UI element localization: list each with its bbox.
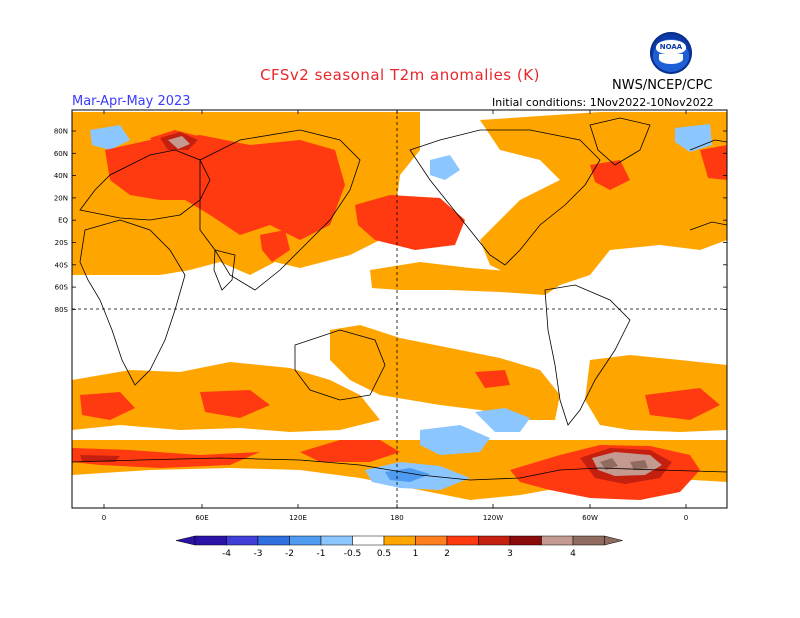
lat-label: 80S bbox=[55, 306, 69, 314]
anomaly-antarctic-white bbox=[72, 468, 727, 508]
lat-label: 20S bbox=[55, 239, 69, 247]
lat-label: 60N bbox=[54, 150, 68, 158]
coast-australia bbox=[294, 329, 386, 401]
anomaly-weddell-brown bbox=[600, 458, 618, 470]
anomaly-pacific-blue bbox=[475, 408, 530, 432]
anomaly-e-asia-red bbox=[260, 230, 290, 262]
coast-greenland bbox=[589, 117, 651, 166]
colorbar-label: -4 bbox=[222, 549, 231, 559]
colorbar-swatch bbox=[572, 535, 605, 546]
colorbar-swatch bbox=[541, 535, 574, 546]
colorbar-swatch bbox=[383, 535, 416, 546]
lon-label: 120E bbox=[289, 514, 307, 522]
noaa-logo-wing bbox=[656, 40, 686, 54]
colorbar-label: 3 bbox=[507, 549, 513, 559]
colorbar-swatch bbox=[478, 535, 511, 546]
lon-label: 180 bbox=[390, 514, 403, 522]
lat-label: 20N bbox=[54, 194, 68, 202]
colorbar-label: -2 bbox=[285, 549, 294, 559]
anomaly-antarctic-darkred bbox=[80, 455, 120, 462]
colorbar-swatch bbox=[352, 535, 385, 546]
lon-label: 0 bbox=[102, 514, 106, 522]
colorbar-swatch bbox=[415, 535, 448, 546]
coast-africa-right bbox=[689, 221, 727, 231]
colorbar-swatch bbox=[226, 535, 259, 546]
anomaly-s-pacific-red bbox=[475, 370, 510, 388]
colorbar-label: -1 bbox=[317, 549, 326, 559]
anomaly-siberia-red bbox=[105, 135, 345, 240]
coast-s-america bbox=[544, 284, 631, 426]
lat-label: 60S bbox=[55, 284, 69, 292]
anomaly-greenland-blue bbox=[90, 125, 130, 150]
agency-label: NWS/NCEP/CPC bbox=[612, 78, 713, 93]
lat-label: 80N bbox=[54, 128, 68, 136]
lat-label: 40S bbox=[55, 261, 69, 269]
anomaly-ross-sea-darkblue bbox=[385, 468, 430, 482]
colorbar-swatch bbox=[509, 535, 542, 546]
noaa-logo-bird bbox=[659, 54, 683, 64]
colorbar-swatch bbox=[194, 535, 227, 546]
anomaly-s-pacific-blue bbox=[420, 425, 490, 455]
anomaly-weddell-brown-2 bbox=[630, 460, 648, 470]
anomaly-n-america-orange bbox=[480, 112, 727, 285]
lat-label: EQ bbox=[58, 217, 68, 225]
colorbar-swatch bbox=[257, 535, 290, 546]
anomaly-n-america-red bbox=[590, 160, 630, 190]
colorbar-label: 2 bbox=[444, 549, 450, 559]
noaa-logo-text: NOAA bbox=[659, 43, 683, 51]
lon-label: 60W bbox=[582, 514, 598, 522]
anomaly-s-atlantic-red bbox=[645, 388, 720, 420]
longitude-axis: 0 60E 120E 180 120W 60W 0 bbox=[102, 110, 688, 522]
colorbar-swatch bbox=[446, 535, 479, 546]
colorbar: -4 -3 -2 -1 -0.5 0.5 1 2 3 4 bbox=[175, 535, 623, 559]
noaa-logo: NOAA bbox=[650, 32, 692, 74]
colorbar-label: -3 bbox=[254, 549, 263, 559]
coast-africa bbox=[79, 219, 186, 386]
map-title: CFSv2 seasonal T2m anomalies (K) bbox=[260, 66, 540, 84]
colorbar-label: 4 bbox=[570, 549, 576, 559]
season-label: Mar-Apr-May 2023 bbox=[72, 94, 191, 109]
anomaly-canada-blue bbox=[430, 155, 460, 180]
colorbar-arrow-left bbox=[175, 535, 196, 546]
anomaly-antarctic-red-east bbox=[300, 440, 400, 462]
colorbar-swatch bbox=[320, 535, 353, 546]
anomaly-antarctic-red-west bbox=[72, 448, 260, 468]
lat-label: 40N bbox=[54, 172, 68, 180]
anomaly-n-pacific-red bbox=[355, 195, 465, 250]
coast-asia bbox=[199, 129, 361, 291]
anomaly-scandinavia-red-right bbox=[700, 145, 727, 180]
anomaly-s-indian-red bbox=[80, 392, 135, 420]
colorbar-label: -0.5 bbox=[344, 549, 362, 559]
coast-india bbox=[213, 249, 236, 291]
colorbar-arrow-right bbox=[604, 535, 623, 546]
anomaly-pacific-orange bbox=[370, 262, 560, 295]
coast-n-america bbox=[409, 129, 601, 266]
anomaly-scandinavia-rose bbox=[168, 136, 190, 149]
anomaly-weddell-rose bbox=[592, 452, 662, 476]
coast-antarctica bbox=[72, 457, 727, 481]
initial-conditions-label: Initial conditions: 1Nov2022-10Nov2022 bbox=[492, 96, 714, 109]
colorbar-label: 1 bbox=[413, 549, 419, 559]
lon-label: 120W bbox=[483, 514, 503, 522]
colorbar-label: 0.5 bbox=[377, 549, 391, 559]
latitude-axis: 80N 60N 40N 20N EQ 20S 40S 60S 80S bbox=[54, 128, 727, 314]
coast-europe-right bbox=[689, 139, 727, 151]
lon-label: 0 bbox=[684, 514, 688, 522]
anomaly-s-indian-red-2 bbox=[200, 390, 270, 418]
colorbar-swatch bbox=[289, 535, 322, 546]
lon-label: 60E bbox=[195, 514, 208, 522]
anomaly-s-pacific-orange bbox=[330, 325, 560, 420]
coastlines bbox=[72, 117, 727, 481]
